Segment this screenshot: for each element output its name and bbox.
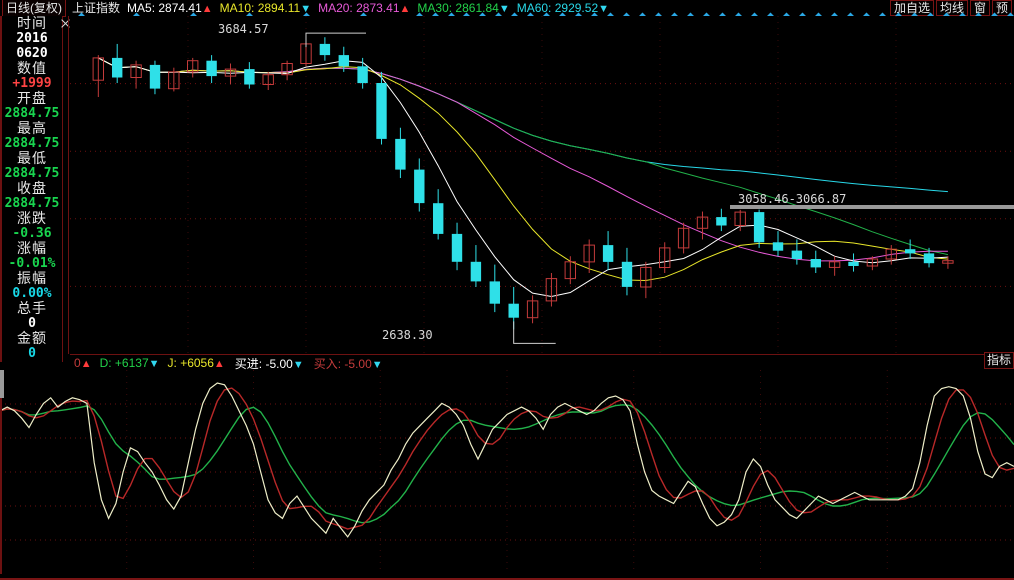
quote-label-4: 最高	[17, 120, 47, 136]
quote-label-10: 总手	[17, 300, 47, 316]
ma60-value: 2929.52	[554, 0, 599, 15]
ma10-down-arrow-icon: ▼	[300, 2, 312, 15]
quote-label-8: 涨幅	[17, 240, 47, 256]
quote-label-5: 最低	[17, 150, 47, 166]
quote-value-11: 0	[28, 346, 36, 361]
ma30-value: 2861.84	[455, 0, 499, 15]
kdj-k-up-arrow-icon: ▲	[80, 358, 92, 370]
ma60-down-arrow-icon: ▼	[598, 2, 610, 15]
ma5-label: MA5:	[127, 0, 156, 15]
quote-value-7: -0.36	[12, 226, 52, 241]
buy-signal-value: -5.00	[265, 356, 293, 371]
preset-button[interactable]: 预	[991, 0, 1012, 16]
ma5-up-arrow-icon: ▲	[201, 2, 213, 15]
kdj-d-down-arrow-icon: ▼	[148, 358, 160, 370]
price-chart-canvas[interactable]	[70, 16, 1014, 354]
kdj-k-value: 0	[74, 356, 81, 370]
ma60-label: MA60:	[516, 0, 552, 15]
kdj-j-value: +6056	[180, 356, 214, 370]
kdj-j-up-arrow-icon: ▲	[213, 358, 225, 370]
quote-label-7: 涨跌	[17, 210, 47, 226]
symbol-name: 上证指数	[72, 1, 121, 15]
quote-value-9: 0.00%	[12, 286, 52, 301]
quote-label-0: 时间	[17, 15, 47, 31]
quote-value-10: 0	[28, 316, 36, 331]
quote-info-panel: 时间 2016 0620 数值 +1999 开盘 2884.75 最高 2884.75 最低 288…	[0, 16, 63, 362]
ma20-readout: MA20: 2873.41▲	[318, 0, 410, 17]
quote-value-3: 2884.75	[4, 106, 60, 121]
kdj-d-label: D:	[99, 356, 112, 370]
quote-label-6: 收盘	[17, 180, 47, 196]
quote-label-9: 振幅	[17, 270, 47, 286]
range-band-right	[730, 205, 1014, 209]
kdj-j-readout: J: +6056▲	[168, 356, 225, 370]
range-annotation: 3058.46-3066.87	[738, 192, 847, 206]
moving-average-button[interactable]: 均线	[935, 0, 968, 16]
quote-value-2: +1999	[12, 76, 52, 91]
ma10-readout: MA10: 2894.11▼	[220, 0, 311, 17]
buyin-signal-readout: 买入: -5.00▼	[314, 355, 383, 372]
quote-label-11: 金额	[17, 330, 47, 346]
buy-signal-label: 买进:	[234, 356, 263, 371]
ma5-value: 2874.41	[158, 0, 202, 15]
add-to-watchlist-button[interactable]: 加自选	[889, 0, 934, 16]
scrollbar-thumb[interactable]	[0, 370, 4, 398]
ma20-up-arrow-icon: ▲	[399, 2, 411, 15]
buyin-signal-value: -5.00	[344, 356, 372, 371]
ma20-label: MA20:	[318, 0, 353, 15]
kdj-chart-svg	[0, 370, 1014, 574]
indicator-select-button[interactable]: 指标	[983, 352, 1014, 369]
ma30-label: MA30:	[417, 0, 453, 15]
kdj-d-readout: D: +6137▼	[100, 356, 160, 370]
kdj-chart-canvas[interactable]	[0, 370, 1014, 574]
panel-divider	[68, 16, 69, 354]
quote-value-8: -0.01%	[8, 256, 56, 271]
buy-signal-readout: 买进: -5.00▼	[235, 355, 304, 372]
quote-label-2: 数值	[17, 60, 47, 76]
kdj-k-readout: 0▲	[74, 356, 92, 370]
price-chart-svg	[70, 16, 1014, 354]
quote-value-0: 2016	[16, 31, 48, 46]
high-price-annotation: 3684.57	[218, 22, 269, 36]
ma10-label: MA10:	[219, 0, 255, 15]
quote-value-6: 2884.75	[4, 196, 60, 211]
ma5-readout: MA5: 2874.41▲	[127, 0, 213, 17]
ma10-value: 2894.11	[257, 0, 301, 15]
buyin-signal-label: 买入:	[313, 356, 342, 371]
kdj-j-label: J:	[167, 356, 177, 370]
quote-label-3: 开盘	[17, 90, 47, 106]
ma60-readout: MA60: 2929.52▼	[517, 0, 609, 17]
quote-value-4: 2884.75	[4, 136, 60, 151]
period-selector[interactable]: 日线(复权)	[2, 0, 66, 17]
ma20-value: 2873.41	[356, 0, 400, 15]
kdj-d-value: +6137	[114, 356, 149, 370]
buy-signal-down-arrow-icon: ▼	[292, 358, 304, 371]
ma30-readout: MA30: 2861.84▼	[417, 0, 509, 17]
chart-header-bar: 日线(复权) 上证指数 MA5: 2874.41▲ MA10: 2894.11▼…	[0, 0, 1014, 17]
window-bottom-border	[0, 578, 1014, 580]
ma30-down-arrow-icon: ▼	[498, 2, 510, 15]
low-price-annotation: 2638.30	[382, 328, 433, 342]
quote-value-5: 2884.75	[4, 166, 60, 181]
buyin-signal-down-arrow-icon: ▼	[371, 358, 383, 371]
quote-value-1: 0620	[16, 46, 48, 61]
indicator-left-border	[0, 370, 10, 574]
indicator-header-bar: 0▲ D: +6137▼ J: +6056▲ 买进: -5.00▼ 买入: -5…	[70, 354, 1014, 371]
